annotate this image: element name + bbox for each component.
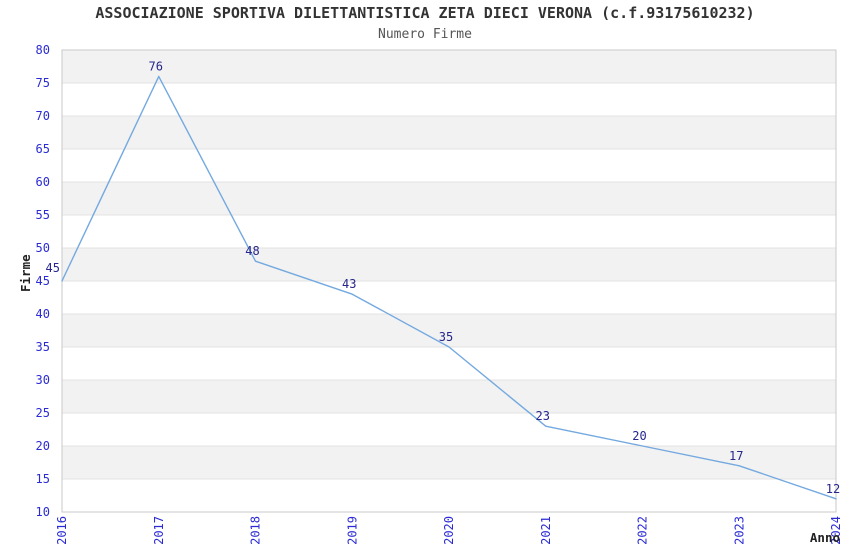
series-line — [61, 75, 837, 500]
x-tick-label: 2019 — [345, 516, 359, 545]
x-axis-title: Anno — [809, 530, 840, 545]
grid-band-gray — [62, 314, 836, 347]
x-tick-label: 2016 — [55, 516, 69, 545]
chart-title: ASSOCIAZIONE SPORTIVA DILETTANTISTICA ZE… — [95, 4, 755, 22]
x-tick-label: 2018 — [249, 516, 263, 545]
grid-band-white — [62, 215, 836, 248]
grid-band-gray — [62, 50, 836, 83]
y-tick-label: 60 — [36, 175, 50, 189]
data-label: 20 — [632, 429, 646, 443]
data-label: 43 — [342, 277, 356, 291]
grid-band-gray — [62, 446, 836, 479]
data-label: 17 — [729, 449, 743, 463]
data-label: 76 — [149, 59, 163, 73]
y-tick-label: 75 — [36, 76, 50, 90]
grid-band-white — [62, 149, 836, 182]
grid-band-white — [62, 347, 836, 380]
x-tick-label: 2017 — [152, 516, 166, 545]
y-tick-label: 80 — [36, 43, 50, 57]
x-tick-label: 2023 — [732, 516, 746, 545]
grid-band-white — [62, 479, 836, 512]
y-tick-label: 50 — [36, 241, 50, 255]
data-label: 45 — [46, 261, 60, 275]
grid-band-white — [62, 83, 836, 116]
y-tick-label: 25 — [36, 406, 50, 420]
y-tick-label: 35 — [36, 340, 50, 354]
y-tick-label: 45 — [36, 274, 50, 288]
x-tick-label: 2022 — [636, 516, 650, 545]
y-tick-label: 15 — [36, 472, 50, 486]
x-tick-label: 2020 — [442, 516, 456, 545]
y-tick-label: 30 — [36, 373, 50, 387]
chart-subtitle: Numero Firme — [378, 27, 472, 42]
data-label: 12 — [826, 482, 840, 496]
grid-band-white — [62, 413, 836, 446]
y-tick-label: 55 — [36, 208, 50, 222]
grid-band-gray — [62, 380, 836, 413]
grid-band-gray — [62, 116, 836, 149]
y-tick-label: 65 — [36, 142, 50, 156]
grid-band-gray — [62, 182, 836, 215]
y-tick-label: 20 — [36, 439, 50, 453]
x-tick-label: 2024 — [829, 516, 843, 545]
y-axis-title: Firme — [18, 254, 33, 292]
y-tick-label: 70 — [36, 109, 50, 123]
data-label: 23 — [536, 409, 550, 423]
data-label: 48 — [245, 244, 259, 258]
grid-band-white — [62, 281, 836, 314]
y-tick-label: 40 — [36, 307, 50, 321]
x-tick-label: 2021 — [539, 516, 553, 545]
grid-band-gray — [62, 248, 836, 281]
y-tick-label: 10 — [36, 505, 50, 519]
data-label: 35 — [439, 330, 453, 344]
